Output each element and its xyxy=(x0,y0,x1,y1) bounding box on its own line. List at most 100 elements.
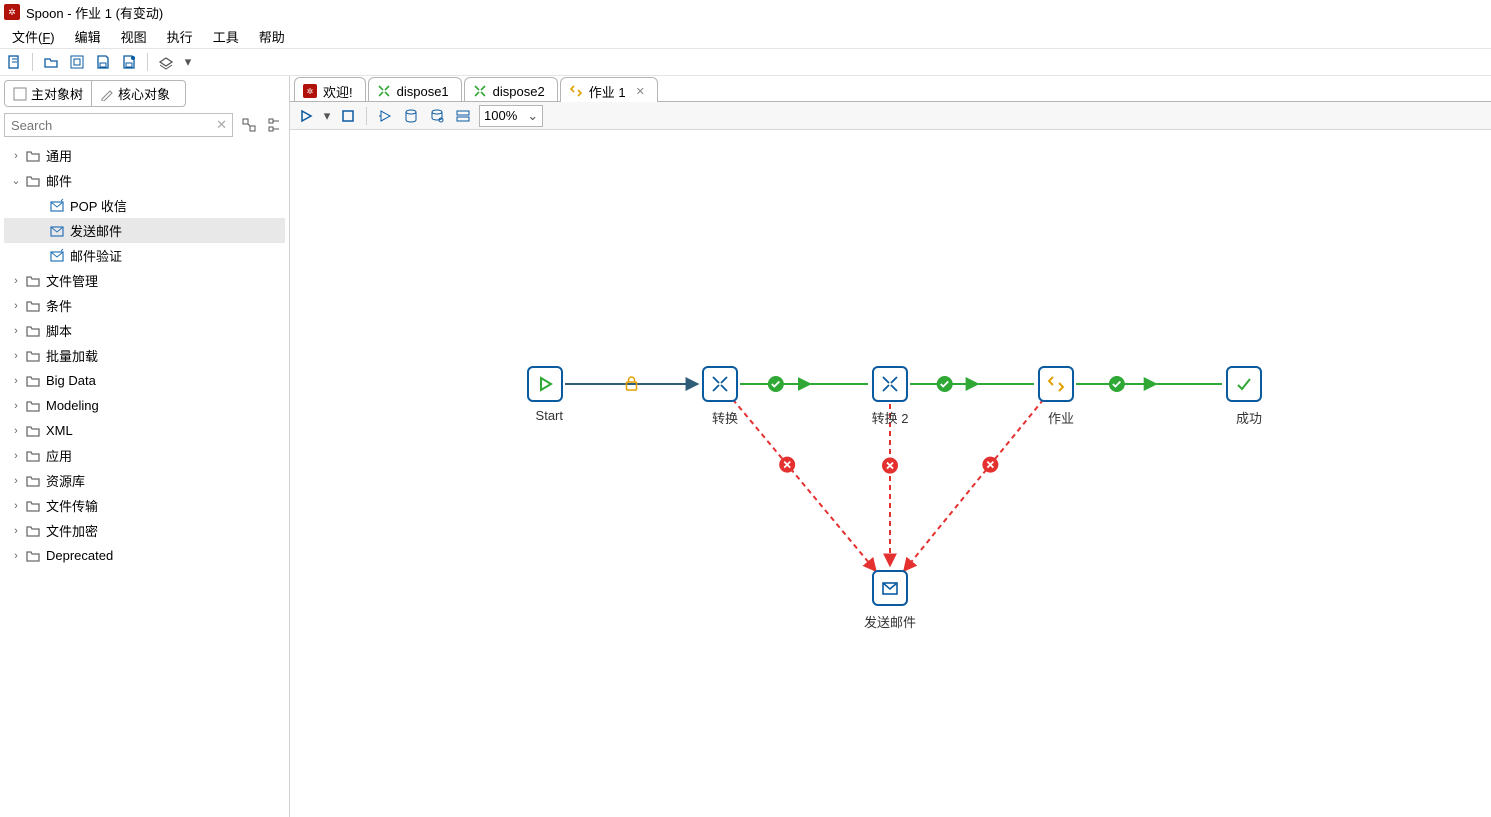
node-box xyxy=(702,366,738,402)
node-trans2[interactable]: 转换 2 xyxy=(872,366,908,427)
canvas[interactable]: Start 转换转换 2 作业 成功发送邮件 xyxy=(290,130,1491,817)
tree-folder[interactable]: ›Deprecated xyxy=(4,543,285,568)
sql-icon[interactable] xyxy=(401,106,421,126)
close-tab-icon[interactable]: ✕ xyxy=(636,85,645,98)
document-tabs: ✲欢迎!dispose1dispose2作业 1✕ xyxy=(290,76,1491,102)
folder-icon xyxy=(24,522,42,540)
explore-icon[interactable] xyxy=(67,52,87,72)
workspace: 主对象树 核心对象 ✕ ›通用⌄邮件POP 收信发送邮件邮件验证›文件管理›条件… xyxy=(0,76,1491,817)
explore-db-icon[interactable] xyxy=(427,106,447,126)
tree-arrow-icon: › xyxy=(8,325,24,337)
transform-icon xyxy=(473,84,487,98)
replay-icon[interactable] xyxy=(375,106,395,126)
node-box xyxy=(872,366,908,402)
stop-icon[interactable] xyxy=(338,106,358,126)
node-start[interactable]: Start xyxy=(527,366,563,423)
tree-folder[interactable]: ›条件 xyxy=(4,293,285,318)
tree-item[interactable]: 邮件验证 xyxy=(4,243,285,268)
menu-edit[interactable]: 编辑 xyxy=(67,25,109,48)
new-file-icon[interactable] xyxy=(4,52,24,72)
left-tabs: 主对象树 核心对象 xyxy=(4,80,186,107)
tree-label: 文件管理 xyxy=(46,271,98,290)
tree-arrow-icon: › xyxy=(8,550,24,562)
menu-run[interactable]: 执行 xyxy=(159,25,201,48)
tree-label: 应用 xyxy=(46,446,72,465)
tree-folder[interactable]: ›文件加密 xyxy=(4,518,285,543)
main-toolbar: ▾ xyxy=(0,48,1491,76)
toolbar-separator xyxy=(147,53,148,71)
node-label: 转换 2 xyxy=(872,408,909,427)
menu-help[interactable]: 帮助 xyxy=(251,25,293,48)
tree-label: 批量加载 xyxy=(46,346,98,365)
folder-icon xyxy=(24,497,42,515)
node-success[interactable]: 成功 xyxy=(1226,366,1262,427)
folder-icon xyxy=(24,372,42,390)
folder-icon xyxy=(24,322,42,340)
node-box xyxy=(527,366,563,402)
tree-folder[interactable]: › 通用 xyxy=(4,143,285,168)
node-box xyxy=(1226,366,1262,402)
show-results-icon[interactable] xyxy=(453,106,473,126)
document-tab[interactable]: 作业 1✕ xyxy=(560,77,658,101)
tree-folder[interactable]: ›文件管理 xyxy=(4,268,285,293)
open-file-icon[interactable] xyxy=(41,52,61,72)
mail-icon xyxy=(48,247,66,265)
object-tree: ›通用⌄邮件POP 收信发送邮件邮件验证›文件管理›条件›脚本›批量加载›Big… xyxy=(4,143,285,813)
folder-icon xyxy=(24,397,42,415)
tree-arrow-icon: › xyxy=(8,475,24,487)
tree-folder[interactable]: ›Big Data xyxy=(4,368,285,393)
menu-tools[interactable]: 工具 xyxy=(205,25,247,48)
clear-search-icon[interactable]: ✕ xyxy=(216,117,227,133)
mail-icon xyxy=(48,197,66,215)
search-input[interactable] xyxy=(4,113,233,137)
tree-arrow-icon: › xyxy=(8,525,24,537)
tab-label: 欢迎! xyxy=(323,82,353,101)
node-box xyxy=(1038,366,1074,402)
expand-all-icon[interactable] xyxy=(239,115,259,135)
tree-arrow-icon: › xyxy=(8,150,24,162)
save-as-icon[interactable] xyxy=(119,52,139,72)
tree-label: 邮件 xyxy=(46,171,72,190)
node-job[interactable]: 作业 xyxy=(1038,366,1074,427)
folder-icon xyxy=(24,272,42,290)
tree-label: 文件传输 xyxy=(46,496,98,515)
node-trans1[interactable]: 转换 xyxy=(702,366,738,427)
tree-item[interactable]: 发送邮件 xyxy=(4,218,285,243)
left-pane: 主对象树 核心对象 ✕ ›通用⌄邮件POP 收信发送邮件邮件验证›文件管理›条件… xyxy=(0,76,290,817)
document-tab[interactable]: dispose2 xyxy=(464,77,558,101)
tree-folder[interactable]: ›批量加载 xyxy=(4,343,285,368)
tree-folder[interactable]: ›XML xyxy=(4,418,285,443)
folder-icon xyxy=(24,547,42,565)
menu-view[interactable]: 视图 xyxy=(113,25,155,48)
dropdown-arrow-icon[interactable]: ▾ xyxy=(182,52,194,72)
app-icon: ✲ xyxy=(4,4,20,20)
job-icon xyxy=(569,84,583,98)
folder-icon xyxy=(24,447,42,465)
tab-core-objects[interactable]: 核心对象 xyxy=(92,81,178,106)
save-icon[interactable] xyxy=(93,52,113,72)
perspective-icon[interactable] xyxy=(156,52,176,72)
tree-label: 通用 xyxy=(46,146,72,165)
node-label: Start xyxy=(536,408,563,423)
tree-label: 发送邮件 xyxy=(70,221,122,240)
tree-arrow-icon: › xyxy=(8,425,24,437)
tree-folder[interactable]: › 文件传输 xyxy=(4,493,285,518)
document-tab[interactable]: dispose1 xyxy=(368,77,462,101)
tree-item[interactable]: POP 收信 xyxy=(4,193,285,218)
tree-arrow-icon: › xyxy=(8,500,24,512)
menu-file[interactable]: 文件(F) xyxy=(4,25,63,48)
run-icon[interactable] xyxy=(296,106,316,126)
tree-folder[interactable]: ›Modeling xyxy=(4,393,285,418)
tree-folder[interactable]: ›应用 xyxy=(4,443,285,468)
node-mail[interactable]: 发送邮件 xyxy=(872,570,908,631)
run-dropdown-icon[interactable]: ▾ xyxy=(322,106,332,126)
tab-main-tree[interactable]: 主对象树 xyxy=(5,81,92,106)
collapse-all-icon[interactable] xyxy=(265,115,285,135)
zoom-select[interactable]: 100% ⌄ xyxy=(479,105,543,127)
document-tab[interactable]: ✲欢迎! xyxy=(294,77,366,101)
tree-folder[interactable]: ⌄ 邮件 xyxy=(4,168,285,193)
tree-folder[interactable]: ›脚本 xyxy=(4,318,285,343)
tree-folder[interactable]: ›资源库 xyxy=(4,468,285,493)
tree-label: Modeling xyxy=(46,398,99,413)
tree-arrow-icon: ⌄ xyxy=(8,174,24,187)
